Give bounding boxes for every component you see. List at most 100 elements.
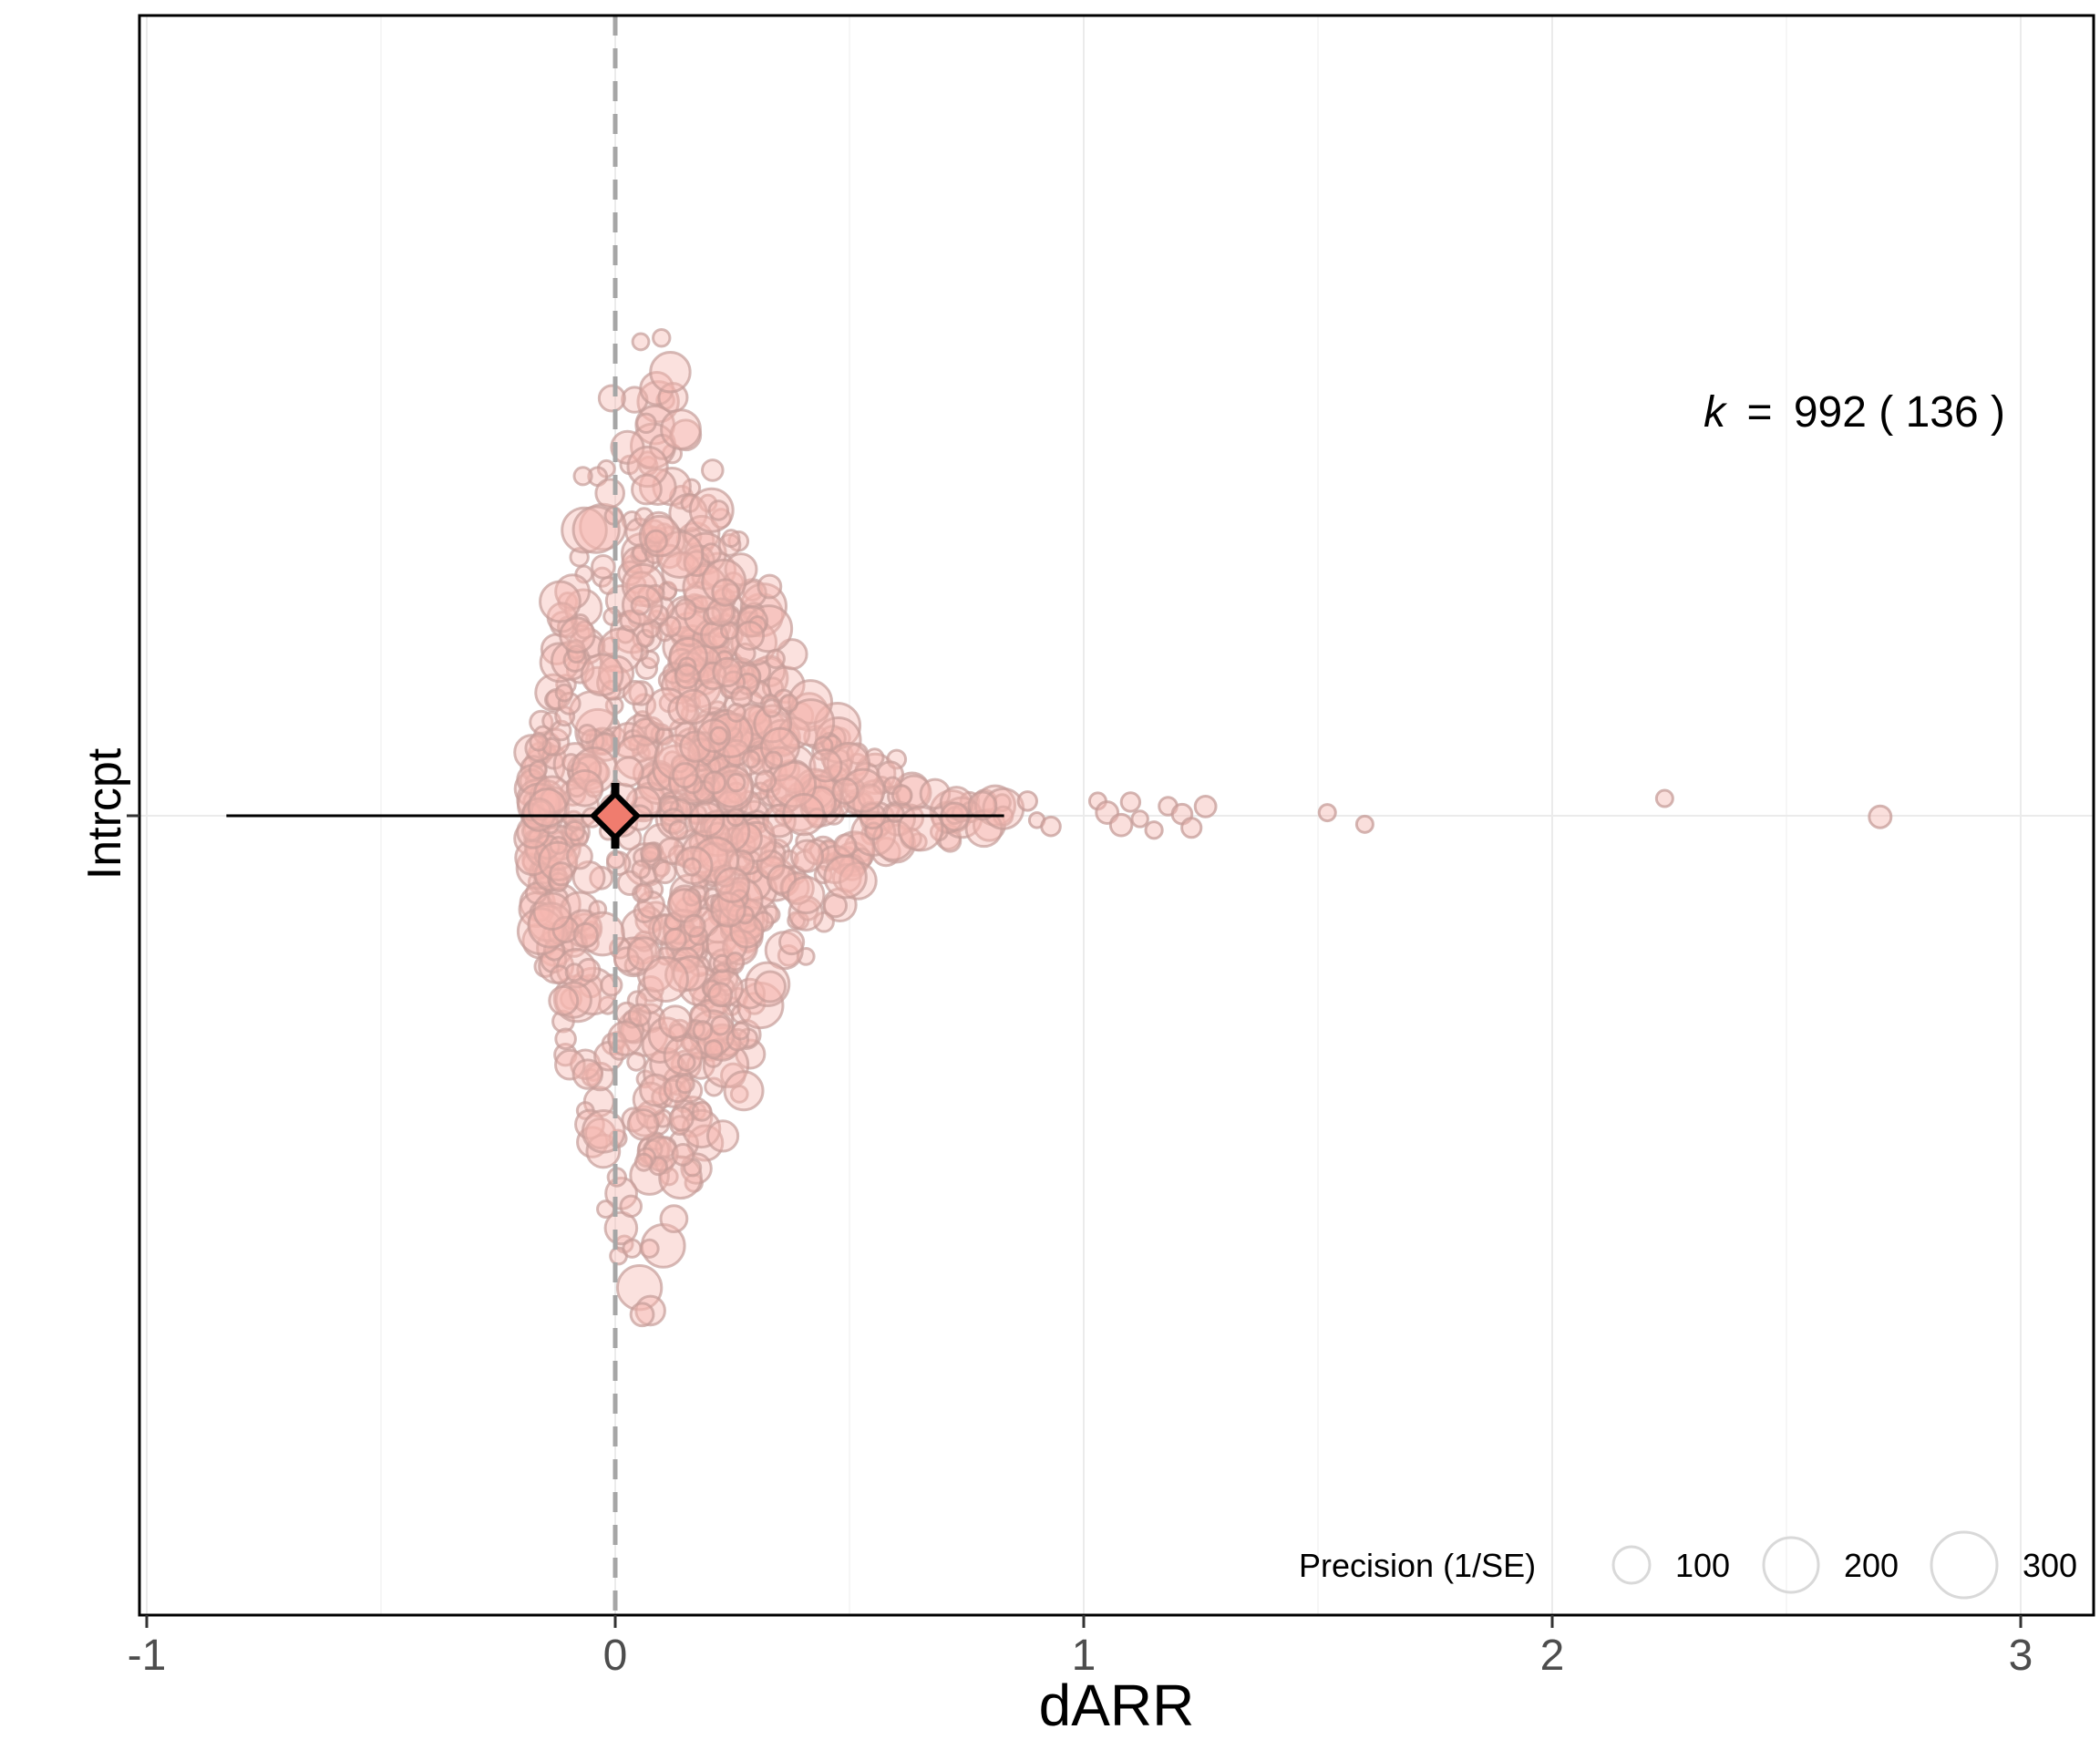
data-point [711, 578, 740, 607]
data-point [626, 1108, 660, 1141]
x-tick-label: 3 [2009, 1632, 2033, 1680]
data-point [726, 702, 746, 723]
data-point [967, 790, 998, 821]
legend-label: 200 [1844, 1547, 1899, 1584]
k-value: 992 [1794, 388, 1867, 437]
data-point [554, 1027, 577, 1051]
data-point [765, 648, 786, 669]
legend-circle [1930, 1530, 1999, 1600]
data-point [741, 749, 761, 769]
data-point [548, 984, 580, 1016]
data-point [597, 384, 626, 413]
data-point [602, 607, 623, 626]
data-point [701, 458, 725, 482]
data-point [754, 769, 777, 792]
data-point [721, 529, 741, 548]
data-point [688, 801, 726, 838]
data-point [823, 854, 868, 900]
data-point [756, 849, 787, 880]
data-point [1354, 814, 1374, 834]
data-point [726, 808, 746, 828]
data-point [659, 1204, 689, 1234]
data-point [674, 846, 714, 885]
data-point [671, 1142, 695, 1167]
estimate-diamond [589, 789, 642, 842]
data-point [594, 478, 625, 509]
data-point [725, 952, 746, 972]
data-point [549, 964, 570, 985]
data-point [788, 679, 834, 725]
data-point [787, 698, 836, 747]
data-point [885, 803, 905, 823]
k-paren-close: ) [1991, 388, 2005, 437]
data-point [705, 1119, 740, 1153]
data-point [707, 499, 730, 521]
data-point [612, 756, 644, 788]
data-point [682, 913, 706, 938]
data-point [639, 1073, 673, 1107]
data-point [1119, 791, 1142, 813]
data-point [561, 506, 608, 554]
data-point [567, 644, 586, 664]
data-point [714, 867, 751, 903]
data-point [571, 505, 621, 554]
data-point [571, 1058, 603, 1090]
data-point [634, 882, 654, 902]
data-point [757, 573, 783, 600]
data-point [731, 1021, 751, 1041]
data-point [813, 911, 835, 933]
data-point [643, 529, 668, 553]
data-point [554, 981, 592, 1019]
data-point [671, 762, 699, 789]
data-point [638, 514, 682, 558]
data-point [833, 833, 858, 858]
data-point [649, 351, 692, 394]
x-axis-title: dARR [1039, 1673, 1195, 1738]
data-point [564, 962, 584, 983]
legend-circle [1762, 1536, 1820, 1594]
legend-title: Precision (1/SE) [1299, 1547, 1536, 1584]
legend-circle [1611, 1545, 1652, 1585]
k-paren-value: 136 [1906, 388, 1979, 437]
data-point [581, 1109, 626, 1154]
x-axis-ticks: -1 0 1 2 3 [128, 1615, 2033, 1680]
data-point [640, 842, 661, 863]
x-tick-label: 0 [603, 1632, 628, 1680]
data-point [674, 1074, 695, 1095]
data-point [629, 1302, 655, 1328]
data-point [565, 768, 604, 808]
data-point [596, 1199, 616, 1220]
data-point [639, 370, 674, 407]
x-tick-label: 2 [1540, 1632, 1565, 1680]
data-point [787, 875, 826, 915]
data-point [622, 679, 648, 705]
data-point [621, 583, 664, 626]
data-point [919, 777, 952, 810]
data-point [639, 1238, 660, 1259]
data-point [635, 412, 657, 435]
data-point [707, 982, 734, 1008]
legend: Precision (1/SE) 100 200 300 [1299, 1530, 2077, 1600]
data-point [668, 819, 689, 840]
data-point [554, 705, 576, 727]
data-point [638, 468, 677, 507]
legend-label: 300 [2023, 1547, 2077, 1584]
data-point [679, 730, 712, 763]
data-point [709, 726, 729, 746]
data-point [890, 784, 913, 807]
data-point [753, 704, 793, 744]
data-point [700, 542, 722, 564]
data-point [703, 1039, 724, 1060]
data-point [762, 698, 782, 718]
data-point [1108, 812, 1134, 838]
data-point [780, 870, 815, 906]
data-point [712, 656, 743, 688]
data-point [635, 628, 655, 648]
data-point [654, 734, 701, 781]
data-point [615, 1264, 664, 1312]
data-point [559, 616, 596, 654]
data-point [597, 627, 643, 674]
data-point [779, 694, 799, 713]
data-point [631, 332, 651, 352]
data-point [1180, 817, 1203, 839]
